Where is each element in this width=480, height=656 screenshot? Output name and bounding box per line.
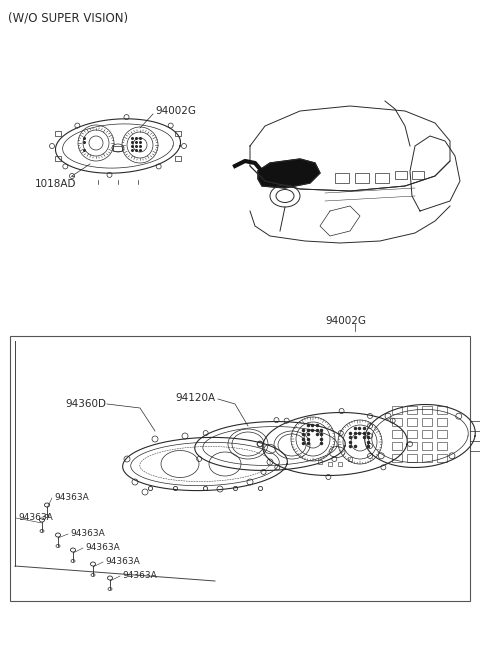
- Bar: [437, 454, 447, 462]
- Bar: [175, 156, 181, 161]
- Bar: [392, 418, 402, 426]
- Bar: [422, 430, 432, 438]
- Bar: [392, 406, 402, 414]
- Bar: [55, 156, 61, 161]
- Bar: [175, 131, 181, 136]
- Bar: [407, 454, 417, 462]
- Bar: [437, 442, 447, 450]
- Polygon shape: [258, 159, 320, 188]
- Text: (W/O SUPER VISION): (W/O SUPER VISION): [8, 12, 128, 24]
- Text: 94002G: 94002G: [325, 316, 366, 326]
- Bar: [437, 406, 447, 414]
- Bar: [10, 336, 470, 601]
- Bar: [407, 430, 417, 438]
- Bar: [392, 454, 402, 462]
- Bar: [55, 131, 61, 136]
- Bar: [348, 457, 352, 461]
- Bar: [422, 418, 432, 426]
- Text: 1018AD: 1018AD: [35, 179, 76, 189]
- Bar: [422, 406, 432, 414]
- Bar: [375, 173, 389, 183]
- Bar: [338, 462, 342, 466]
- Bar: [412, 171, 424, 179]
- Bar: [335, 173, 349, 183]
- Bar: [328, 462, 332, 466]
- Bar: [407, 406, 417, 414]
- Bar: [392, 430, 402, 438]
- Bar: [395, 171, 407, 179]
- Bar: [422, 454, 432, 462]
- Text: 94002G: 94002G: [155, 106, 196, 116]
- Bar: [407, 442, 417, 450]
- Text: 94363A: 94363A: [105, 558, 140, 567]
- Text: 94363A: 94363A: [54, 493, 89, 502]
- Bar: [355, 173, 369, 183]
- Bar: [422, 442, 432, 450]
- Bar: [392, 442, 402, 450]
- Bar: [437, 430, 447, 438]
- Text: 94363A: 94363A: [122, 571, 157, 581]
- Bar: [437, 418, 447, 426]
- Bar: [318, 460, 322, 464]
- Bar: [407, 418, 417, 426]
- Text: 94363A: 94363A: [70, 529, 105, 539]
- Text: 94360D: 94360D: [65, 399, 106, 409]
- Text: 94363A: 94363A: [18, 514, 53, 522]
- Text: 94363A: 94363A: [85, 544, 120, 552]
- Text: 94120A: 94120A: [175, 393, 215, 403]
